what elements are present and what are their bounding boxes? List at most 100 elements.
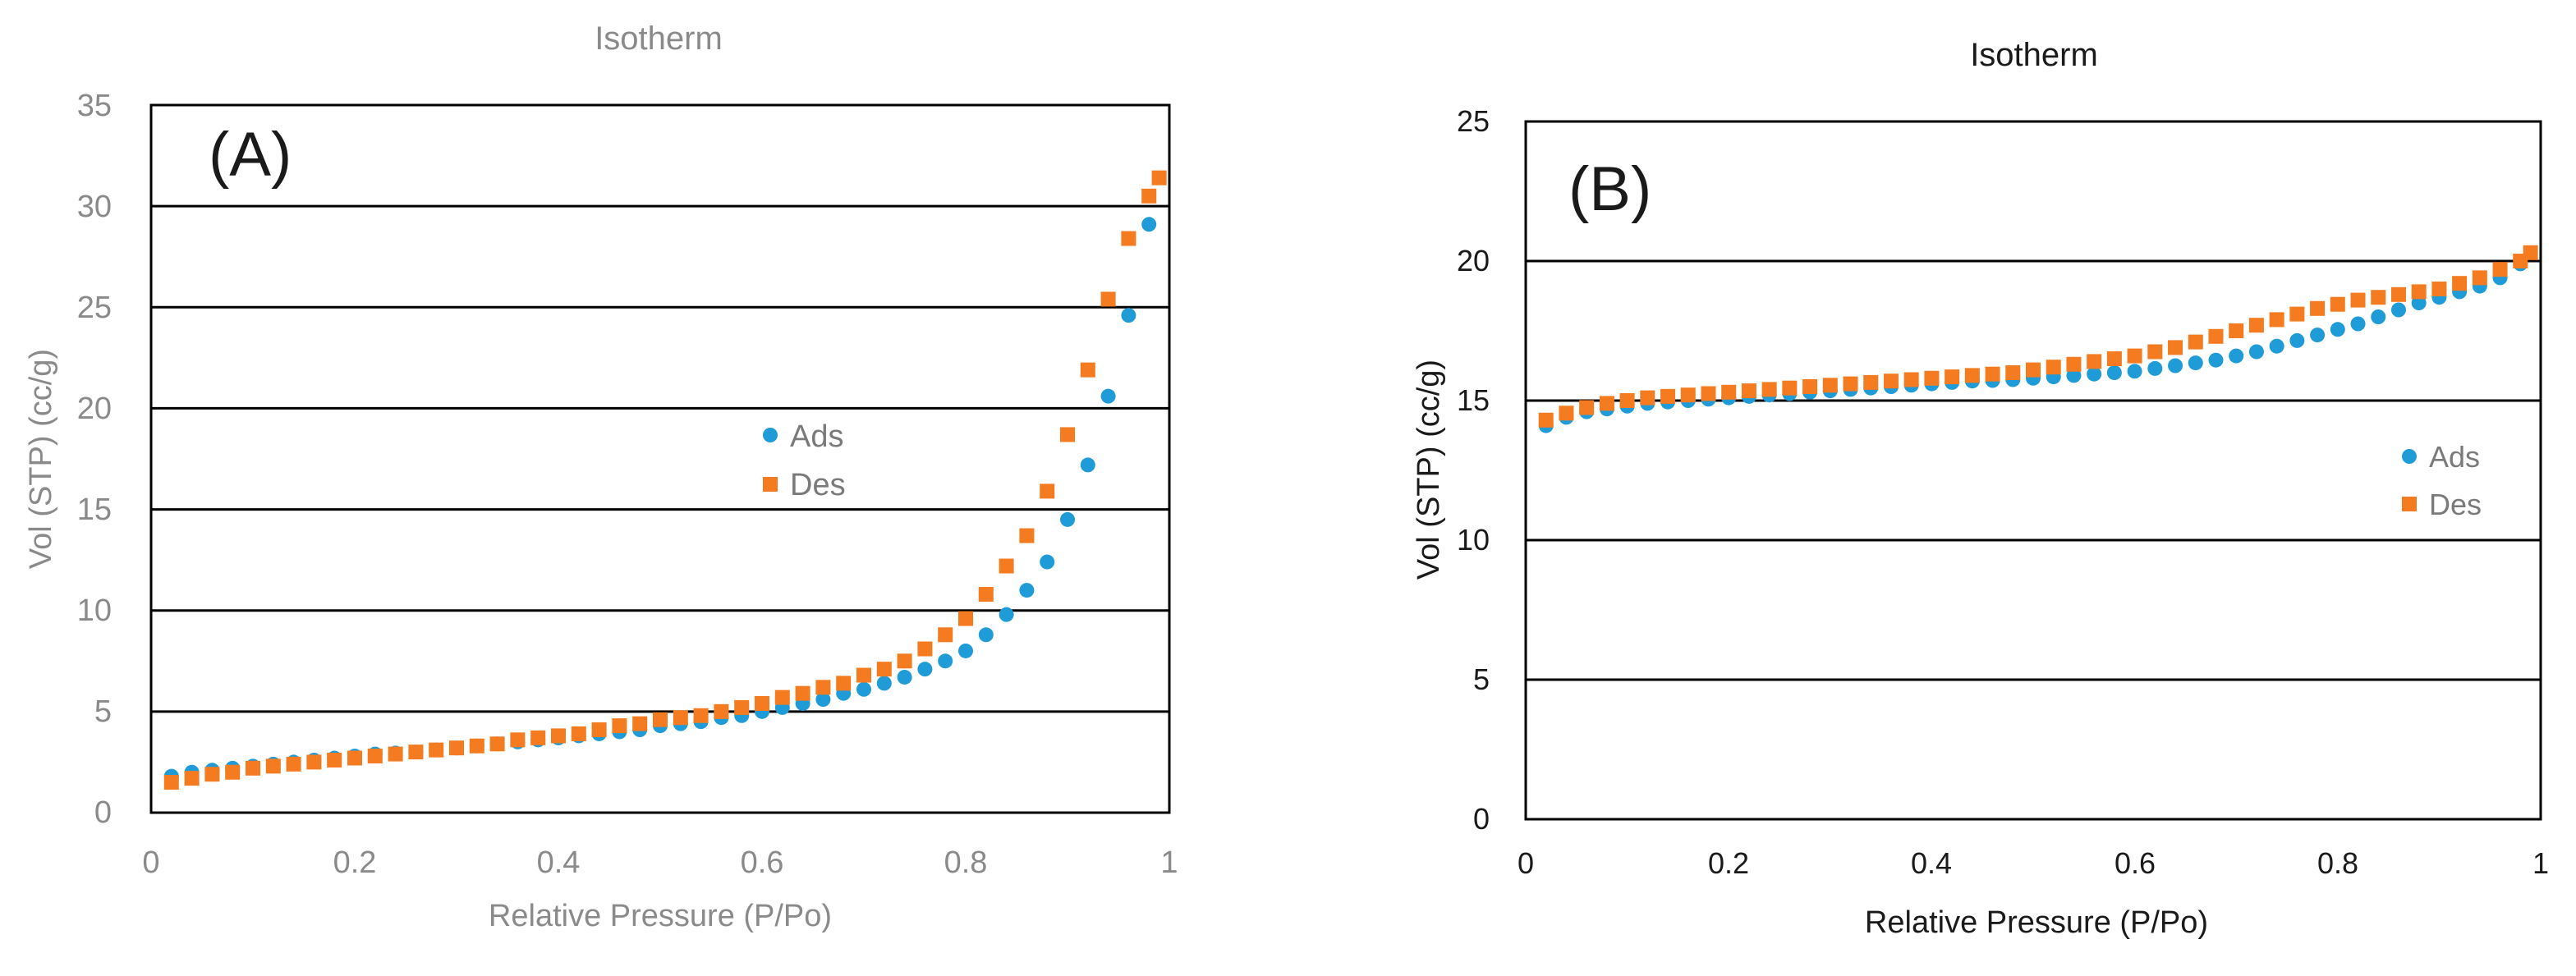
chart-a-des-point xyxy=(958,611,973,626)
chart-b-des-point xyxy=(2188,334,2203,350)
chart-a-xtick-label: 0.6 xyxy=(741,845,784,880)
chart-b-x-tick-labels: 0 0.2 0.4 0.6 0.8 1 xyxy=(1518,846,2549,880)
chart-a-ytick-label: 5 xyxy=(94,694,112,729)
chart-b-ads-point xyxy=(2390,302,2406,318)
chart-a-legend: Ads Des xyxy=(763,419,846,502)
chart-b-des-point xyxy=(2046,360,2061,375)
chart-a-ads-point xyxy=(876,676,892,691)
chart-b-ads-point xyxy=(2208,352,2224,368)
chart-a-des-point xyxy=(632,716,648,731)
chart-a-y-axis-label: Vol (STP) (cc/g) xyxy=(24,349,58,569)
chart-b-data-points xyxy=(1538,245,2538,433)
chart-a-des-point xyxy=(388,746,403,762)
chart-a-des-point xyxy=(774,690,790,705)
chart-b-des-point xyxy=(1599,396,1614,411)
chart-b-legend-des-label: Des xyxy=(2429,488,2482,521)
chart-b-ads-point xyxy=(2127,364,2142,379)
chart-a-des-point xyxy=(449,740,464,756)
chart-b-des-point xyxy=(1903,372,1919,387)
chart-b-des-point xyxy=(1945,369,1960,385)
chart-a-x-axis-label: Relative Pressure (P/Po) xyxy=(489,899,832,933)
chart-b-legend: Ads Des xyxy=(2402,440,2482,521)
chart-b-ads-point xyxy=(2168,358,2183,373)
chart-a-des-point xyxy=(571,726,586,741)
chart-b-gridlines xyxy=(1526,259,2541,681)
chart-a-ads-point xyxy=(978,627,994,643)
chart-a-des-point xyxy=(978,587,994,603)
chart-a-des-point xyxy=(1141,188,1157,204)
chart-b-ads-point xyxy=(2350,316,2366,332)
chart-b-des-point xyxy=(1822,378,1838,393)
chart-a-y-tick-labels: 0 5 10 15 20 25 30 35 xyxy=(77,89,112,830)
chart-b-panel-label: (B) xyxy=(1568,154,1651,224)
chart-b: Isotherm 0 5 10 15 20 25 0 0.2 0.4 0.6 0… xyxy=(1412,37,2549,940)
chart-b-des-point xyxy=(1985,366,2000,382)
chart-a-des-point xyxy=(714,703,729,719)
chart-a-ytick-label: 35 xyxy=(77,89,112,123)
chart-a-xtick-label: 1 xyxy=(1160,845,1178,880)
chart-b-ads-point xyxy=(2289,332,2305,348)
chart-b-des-point xyxy=(2106,351,2122,366)
chart-a-des-point xyxy=(815,680,831,695)
chart-a-des-point xyxy=(489,736,505,752)
chart-a-des-point xyxy=(163,775,179,790)
chart-b-ads-point xyxy=(2147,360,2163,376)
chart-b-des-point xyxy=(2005,365,2021,380)
chart-a-ads-point xyxy=(1141,217,1157,232)
chart-b-ads-point xyxy=(2229,348,2244,364)
chart-b-des-point xyxy=(1883,373,1899,389)
chart-b-des-point xyxy=(2168,340,2183,355)
chart-b-plot-area xyxy=(1524,120,2542,821)
chart-b-ytick-label: 20 xyxy=(1457,244,1490,277)
chart-a-des-point xyxy=(653,712,668,727)
chart-b-des-point xyxy=(2289,306,2305,322)
chart-a-ads-point xyxy=(1100,388,1116,404)
chart-a: Isotherm 0 5 10 15 20 25 30 35 0 0.2 0.4… xyxy=(24,21,1178,933)
chart-a-ytick-label: 0 xyxy=(94,795,112,830)
chart-a-des-point xyxy=(551,728,566,744)
chart-b-des-point xyxy=(2431,282,2447,296)
chart-b-des-point xyxy=(1579,400,1595,415)
chart-b-des-point xyxy=(2248,318,2264,333)
chart-a-title: Isotherm xyxy=(595,21,723,57)
chart-a-ads-point xyxy=(938,653,953,669)
chart-b-des-point xyxy=(1538,412,1554,428)
chart-b-xtick-label: 0.8 xyxy=(2317,846,2358,880)
chart-a-des-point xyxy=(734,699,750,715)
chart-b-ads-point xyxy=(2310,328,2326,343)
chart-b-legend-des-marker xyxy=(2402,497,2417,511)
chart-a-des-point xyxy=(1040,483,1055,499)
chart-a-des-point xyxy=(306,754,322,770)
chart-a-des-point xyxy=(917,641,933,657)
chart-b-des-point xyxy=(2411,284,2427,300)
chart-b-des-point xyxy=(2472,270,2487,286)
chart-a-ads-point xyxy=(958,643,973,658)
chart-a-des-point xyxy=(1080,362,1095,378)
chart-a-ytick-label: 20 xyxy=(77,392,112,426)
chart-a-ads-point xyxy=(1040,554,1055,570)
chart-b-des-point xyxy=(1721,384,1737,400)
chart-a-ads-point xyxy=(1060,511,1075,527)
chart-a-des-point xyxy=(591,722,607,738)
chart-a-des-point xyxy=(795,685,810,701)
chart-a-des-point xyxy=(836,676,852,691)
chart-a-des-point xyxy=(1019,528,1035,543)
chart-a-des-point xyxy=(225,764,241,780)
chart-a-ytick-label: 15 xyxy=(77,493,112,527)
chart-a-des-point xyxy=(327,752,342,768)
chart-a-ads-point xyxy=(897,669,912,685)
chart-b-ads-point xyxy=(2269,338,2284,354)
chart-b-des-point xyxy=(2269,312,2284,328)
chart-b-des-point xyxy=(1701,386,1716,401)
chart-b-ads-point xyxy=(2087,366,2102,382)
chart-b-des-point xyxy=(1761,382,1777,397)
chart-b-x-axis-label: Relative Pressure (P/Po) xyxy=(1865,905,2208,940)
chart-a-ads-point xyxy=(815,692,831,708)
chart-a-ads-point xyxy=(1019,583,1035,598)
chart-b-title: Isotherm xyxy=(1970,37,2098,73)
chart-b-legend-ads-marker xyxy=(2402,449,2417,464)
chart-b-des-point xyxy=(2087,354,2102,369)
chart-b-des-point xyxy=(1741,383,1756,399)
chart-a-legend-ads-marker xyxy=(763,428,778,442)
chart-a-des-point xyxy=(1151,170,1167,186)
